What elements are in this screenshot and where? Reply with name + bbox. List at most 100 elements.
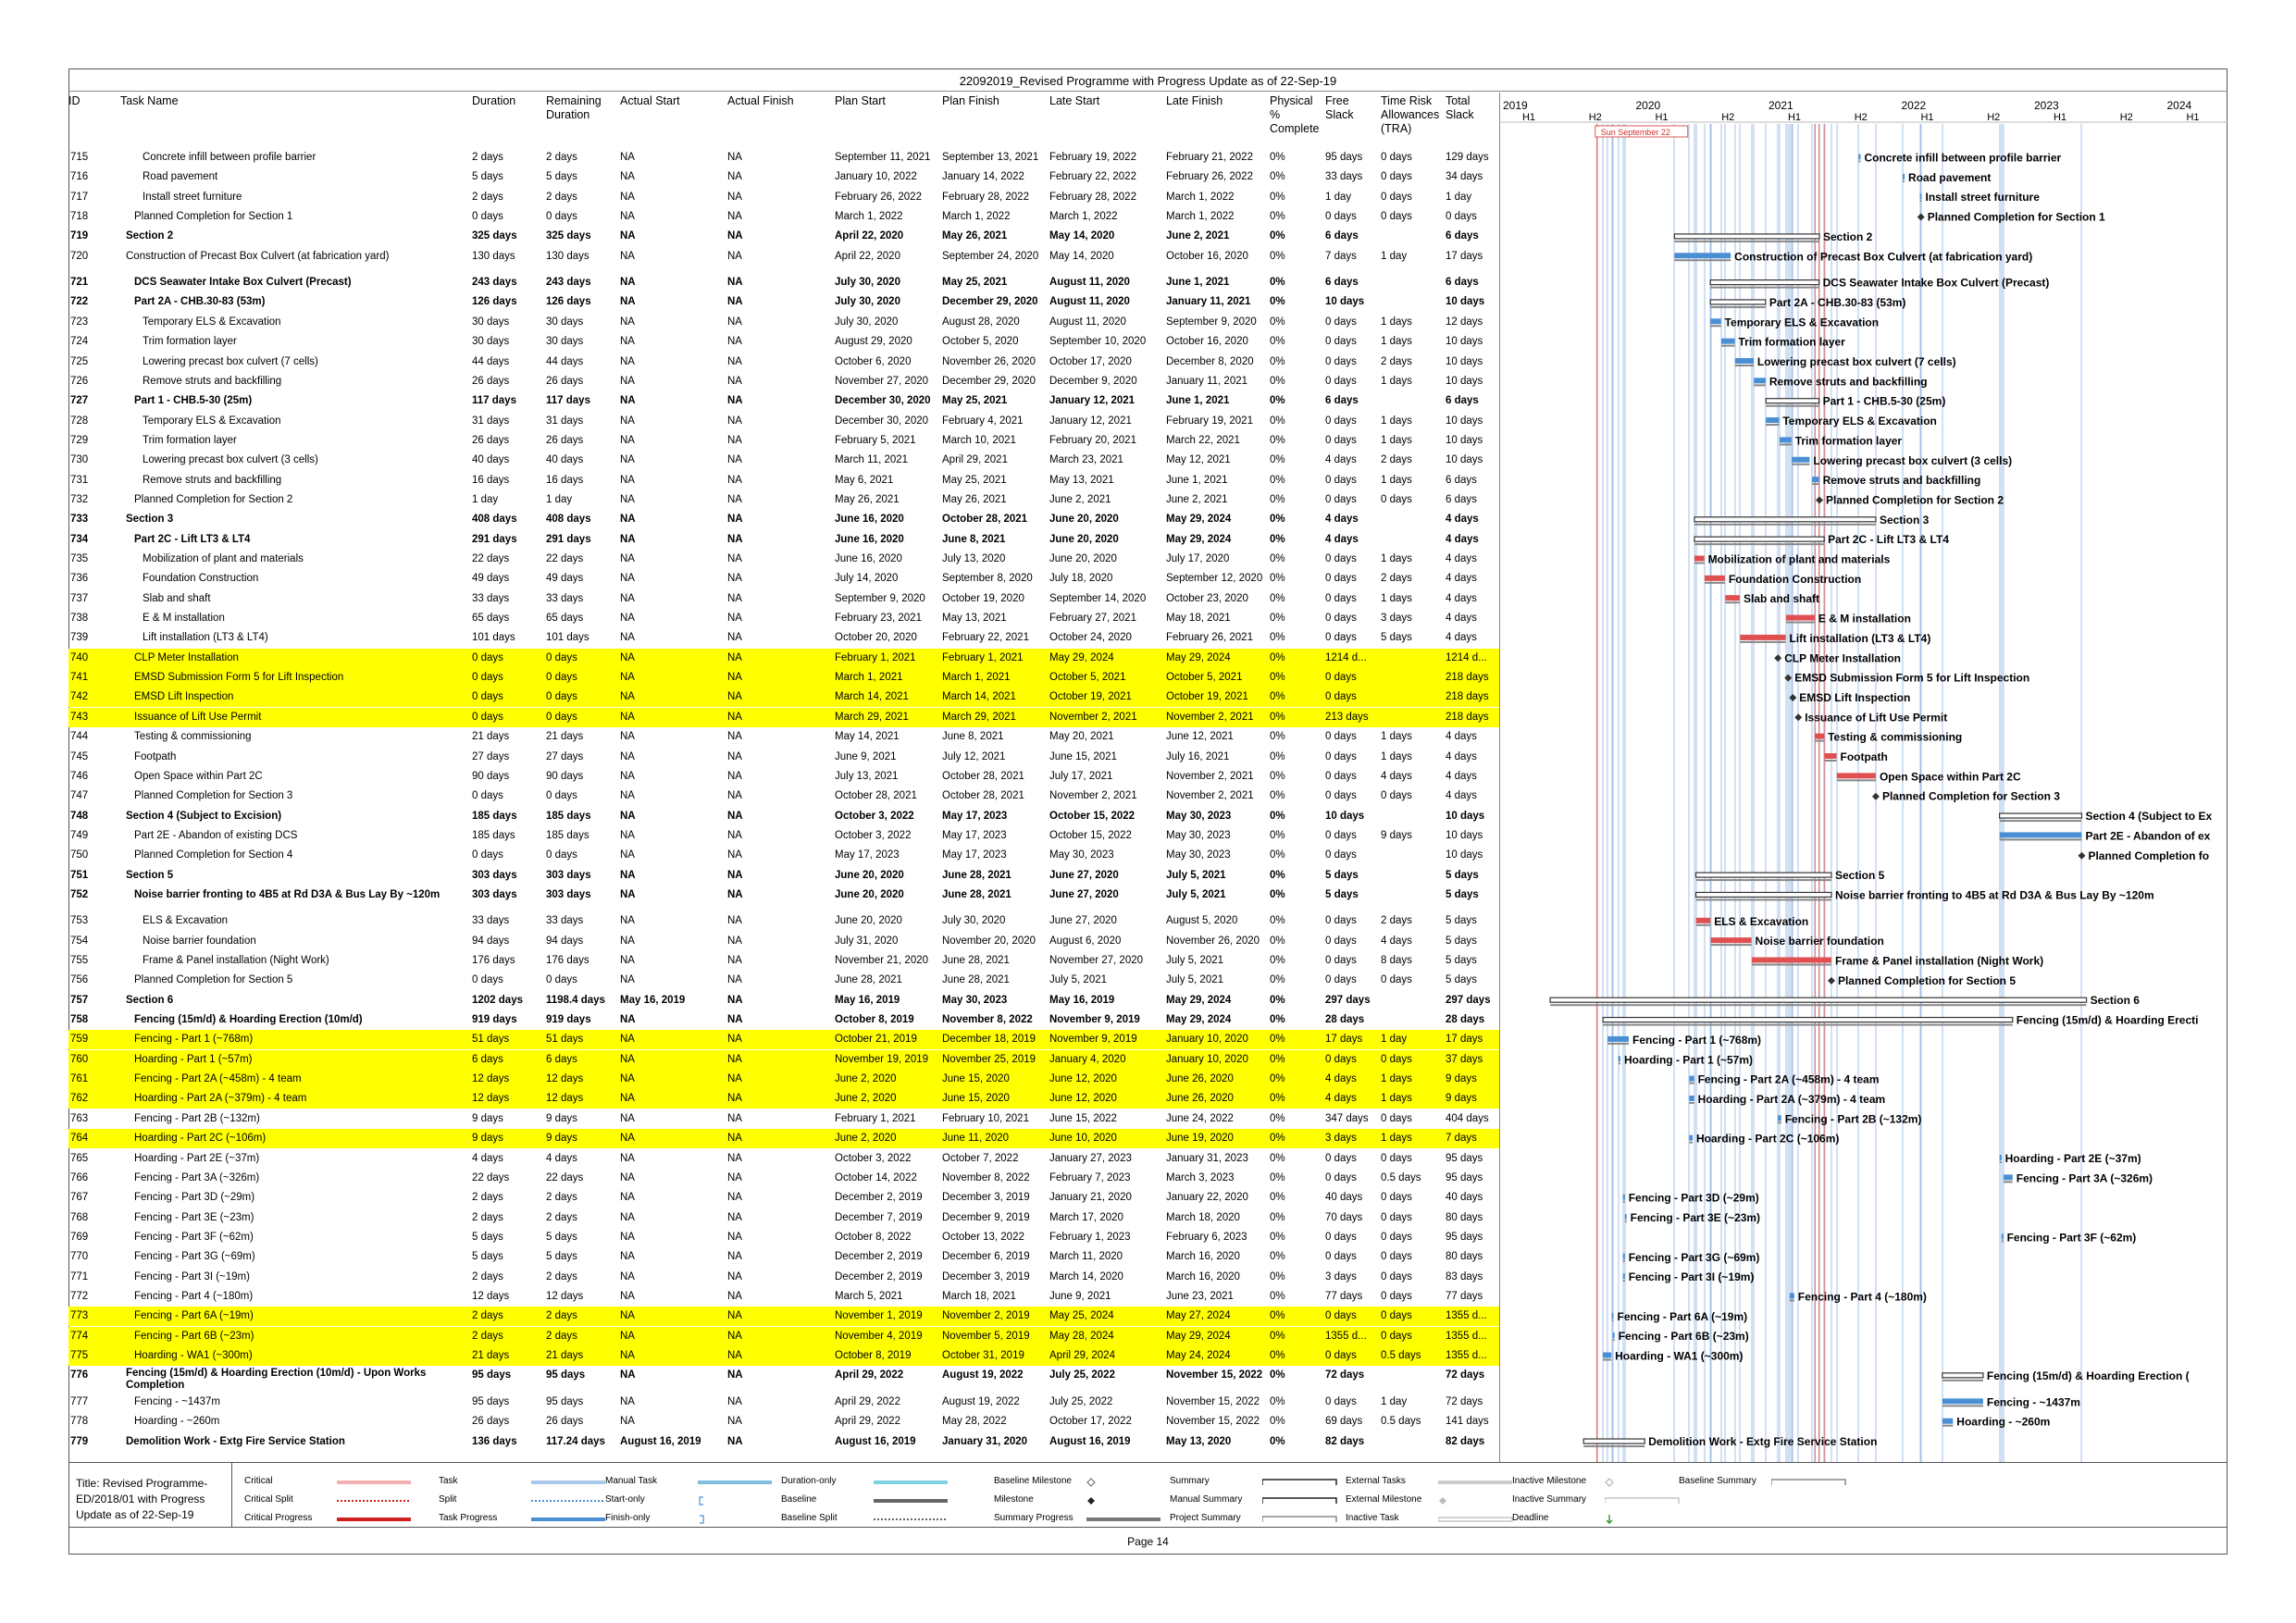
gantt-chart[interactable]: 2019 2020 2021 2022 2023 2024 H1 H2 H1 H2 H1 H2 H1 H2… [1499, 93, 2228, 1462]
cell-fs: 0 days [1325, 750, 1357, 762]
task-row[interactable]: 723 Temporary ELS & Excavation 30 days 30 d… [68, 313, 1499, 332]
task-row[interactable]: 762 Hoarding - Part 2A (~379m) - 4 team 12… [68, 1089, 1499, 1109]
task-row[interactable]: 779 Demolition Work - Extg Fire Service S… [68, 1432, 1499, 1452]
task-row[interactable]: 764 Hoarding - Part 2C (~106m) 9 days 9 day… [68, 1129, 1499, 1149]
task-row[interactable]: 726 Remove struts and backfilling 26 days 2… [68, 372, 1499, 391]
task-row[interactable]: 765 Hoarding - Part 2E (~37m) 4 days 4 days… [68, 1149, 1499, 1169]
baseline-bar [1740, 640, 1786, 643]
task-row[interactable]: 757 Section 6 1202 days 1198.4 days May 16, … [68, 991, 1499, 1010]
task-row[interactable]: 717 Install street furniture 2 days 2 days N… [68, 188, 1499, 207]
task-row[interactable]: 728 Temporary ELS & Excavation 31 days 31 d… [68, 412, 1499, 431]
task-row[interactable]: 750 Planned Completion for Section 4 0 day… [68, 846, 1499, 865]
task-row[interactable]: 718 Planned Completion for Section 1 0 day… [68, 207, 1499, 227]
task-row[interactable]: 721 DCS Seawater Intake Box Culvert (Prec… [68, 273, 1499, 292]
task-row[interactable]: 770 Fencing - Part 3G (~69m) 5 days 5 days N… [68, 1247, 1499, 1267]
task-row[interactable]: 751 Section 5 303 days 303 days NA NA June 20,… [68, 866, 1499, 886]
column-header[interactable]: Physical % Complete [1270, 94, 1320, 135]
task-row[interactable]: 760 Hoarding - Part 1 (~57m) 6 days 6 days N… [68, 1049, 1499, 1070]
column-header[interactable]: Remaining Duration [546, 94, 602, 121]
column-header[interactable]: Plan Finish [942, 94, 999, 107]
task-row[interactable]: 761 Fencing - Part 2A (~458m) - 4 team 12 … [68, 1070, 1499, 1090]
column-header[interactable]: Free Slack [1325, 94, 1354, 121]
task-row[interactable]: 759 Fencing - Part 1 (~768m) 51 days 51 day… [68, 1030, 1499, 1050]
cell-rem: 65 days [546, 613, 584, 625]
cell-pf: December 9, 2019 [942, 1211, 1030, 1223]
task-row[interactable]: 735 Mobilization of plant and materials 22… [68, 550, 1499, 569]
cell-af: NA [727, 829, 742, 841]
cell-ls: February 20, 2021 [1049, 434, 1136, 446]
task-row[interactable]: 736 Foundation Construction 49 days 49 days… [68, 569, 1499, 588]
column-header[interactable]: Actual Finish [727, 94, 794, 107]
task-row[interactable]: 715 Concrete infill between profile barri… [68, 148, 1499, 167]
task-row[interactable]: 739 Lift installation (LT3 & LT4) 101 days… [68, 628, 1499, 648]
cell-lf: May 29, 2024 [1166, 1330, 1231, 1342]
task-row[interactable]: 741 EMSD Submission Form 5 for Lift Inspe… [68, 668, 1499, 688]
cell-dur: 303 days [472, 888, 517, 900]
task-row[interactable]: 738 E & M installation 65 days 65 days NA NA F… [68, 609, 1499, 628]
task-row[interactable]: 744 Testing & commissioning 21 days 21 days… [68, 727, 1499, 747]
task-row[interactable]: 769 Fencing - Part 3F (~62m) 5 days 5 days N… [68, 1228, 1499, 1247]
column-header[interactable]: ID [68, 94, 81, 107]
column-header[interactable]: Actual Start [620, 94, 680, 107]
critical-task-bar [1785, 614, 1815, 621]
task-row[interactable]: 772 Fencing - Part 4 (~180m) 12 days 12 day… [68, 1287, 1499, 1307]
task-row[interactable]: 749 Part 2E - Abandon of existing DCS 185 … [68, 826, 1499, 846]
cell-lf: May 30, 2023 [1166, 849, 1231, 861]
task-row[interactable]: 754 Noise barrier foundation 94 days 94 day… [68, 932, 1499, 951]
task-row[interactable]: 768 Fencing - Part 3E (~23m) 2 days 2 days N… [68, 1208, 1499, 1228]
task-row[interactable]: 748 Section 4 (Subject to Excision) 185 da… [68, 807, 1499, 826]
task-row[interactable]: 743 Issuance of Lift Use Permit 0 days 0 da… [68, 707, 1499, 727]
column-header[interactable]: Task Name [120, 94, 179, 107]
bar-label: E & M installation [1818, 613, 1911, 626]
column-header[interactable]: Late Finish [1166, 94, 1223, 107]
cell-rem: 130 days [546, 250, 590, 262]
task-row[interactable]: 719 Section 2 325 days 325 days NA NA April 22… [68, 227, 1499, 246]
column-header[interactable]: Time Risk Allowances (TRA) [1381, 94, 1440, 135]
cell-rem: 2 days [546, 1330, 577, 1342]
task-row[interactable]: 722 Part 2A - CHB.30-83 (53m) 126 days 126 … [68, 292, 1499, 312]
bar-label: Fencing - Part 1 (~768m) [1632, 1034, 1761, 1047]
task-row[interactable]: 752 Noise barrier fronting to 4B5 at Rd D… [68, 886, 1499, 905]
task-row[interactable]: 767 Fencing - Part 3D (~29m) 2 days 2 days N… [68, 1188, 1499, 1208]
task-row[interactable]: 746 Open Space within Part 2C 90 days 90 da… [68, 767, 1499, 787]
task-row[interactable]: 740 CLP Meter Installation 0 days 0 days NA N… [68, 648, 1499, 668]
task-row[interactable]: 773 Fencing - Part 6A (~19m) 2 days 2 days N… [68, 1307, 1499, 1327]
task-row[interactable]: 758 Fencing (15m/d) & Hoarding Erection (… [68, 1010, 1499, 1030]
task-row[interactable]: 724 Trim formation layer 30 days 30 days NA N… [68, 332, 1499, 352]
task-row[interactable]: 774 Fencing - Part 6B (~23m) 2 days 2 days N… [68, 1326, 1499, 1346]
task-row[interactable]: 771 Fencing - Part 3I (~19m) 2 days 2 days N… [68, 1268, 1499, 1287]
cell-as: NA [620, 672, 635, 684]
task-row[interactable]: 730 Lowering precast box culvert (3 cells… [68, 451, 1499, 470]
task-row[interactable]: 737 Slab and shaft 33 days 33 days NA NA Septe… [68, 589, 1499, 609]
column-header[interactable]: Total Slack [1446, 94, 1474, 121]
column-header[interactable]: Plan Start [835, 94, 886, 107]
task-row[interactable]: 776 Fencing (15m/d) & Hoarding Erection (… [68, 1366, 1499, 1392]
task-row[interactable]: 778 Hoarding - ~260m 26 days 26 days NA NA Apr… [68, 1412, 1499, 1431]
task-row[interactable]: 763 Fencing - Part 2B (~132m) 9 days 9 days… [68, 1109, 1499, 1129]
task-row[interactable]: 745 Footpath 27 days 27 days NA NA June 9, 202… [68, 748, 1499, 767]
column-header[interactable]: Duration [472, 94, 516, 107]
cell-rem: 2 days [546, 191, 577, 203]
cell-lf: June 19, 2020 [1166, 1133, 1234, 1145]
task-row[interactable]: 777 Fencing - ~1437m 95 days 95 days NA NA Apr… [68, 1393, 1499, 1412]
task-row[interactable]: 755 Frame & Panel installation (Night Wor… [68, 951, 1499, 971]
task-row[interactable]: 731 Remove struts and backfilling 16 days 1… [68, 471, 1499, 490]
cell-fs: 4 days [1325, 1093, 1357, 1105]
cell-id: 754 [70, 935, 89, 947]
task-row[interactable]: 732 Planned Completion for Section 2 1 day… [68, 490, 1499, 510]
task-row[interactable]: 727 Part 1 - CHB.5-30 (25m) 117 days 117 da… [68, 391, 1499, 411]
task-row[interactable]: 733 Section 3 408 days 408 days NA NA June 16,… [68, 510, 1499, 529]
task-row[interactable]: 742 EMSD Lift Inspection 0 days 0 days NA NA M… [68, 688, 1499, 708]
task-row[interactable]: 753 ELS & Excavation 33 days 33 days NA NA Jun… [68, 911, 1499, 931]
task-row[interactable]: 775 Hoarding - WA1 (~300m) 21 days 21 days N… [68, 1346, 1499, 1366]
task-row[interactable]: 729 Trim formation layer 26 days 26 days NA N… [68, 431, 1499, 451]
legend-symbol [698, 1515, 781, 1527]
task-row[interactable]: 756 Planned Completion for Section 5 0 day… [68, 971, 1499, 990]
task-row[interactable]: 766 Fencing - Part 3A (~326m) 22 days 22 da… [68, 1169, 1499, 1188]
task-row[interactable]: 716 Road pavement 5 days 5 days NA NA January … [68, 167, 1499, 187]
task-row[interactable]: 747 Planned Completion for Section 3 0 day… [68, 787, 1499, 806]
task-row[interactable]: 734 Part 2C - Lift LT3 & LT4 291 days 291 d… [68, 530, 1499, 550]
task-row[interactable]: 720 Construction of Precast Box Culvert (… [68, 247, 1499, 266]
column-header[interactable]: Late Start [1049, 94, 1100, 107]
task-row[interactable]: 725 Lowering precast box culvert (7 cells… [68, 353, 1499, 372]
